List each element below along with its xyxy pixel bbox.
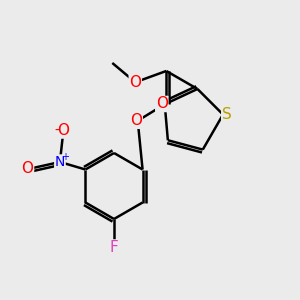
Text: O: O xyxy=(22,160,34,175)
Text: N: N xyxy=(55,155,65,169)
Text: O: O xyxy=(130,113,142,128)
Text: O: O xyxy=(156,97,168,112)
Text: S: S xyxy=(222,107,232,122)
Text: F: F xyxy=(110,240,118,255)
Text: O: O xyxy=(129,75,141,90)
Text: +: + xyxy=(61,152,69,162)
Text: O: O xyxy=(57,123,69,138)
Text: -: - xyxy=(54,124,59,137)
